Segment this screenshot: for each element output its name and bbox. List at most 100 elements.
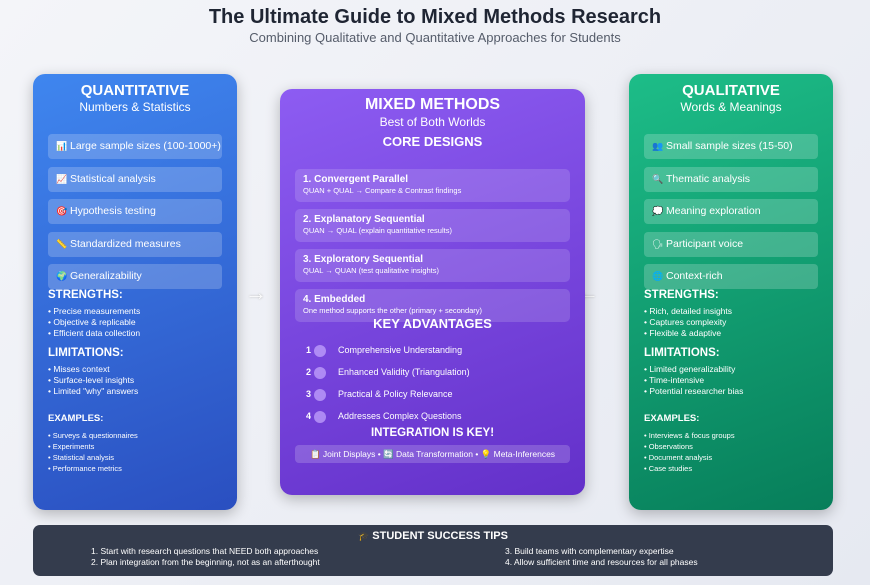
advantage-item: 4 Addresses Complex Questions — [306, 409, 462, 423]
feature-label: Statistical analysis — [70, 173, 156, 185]
limitation-item: • Time-intensive — [644, 375, 705, 385]
advantage-number: 4 — [306, 411, 312, 421]
mixed-subtitle: Best of Both Worlds — [379, 115, 486, 129]
limitation-item: • Surface-level insights — [48, 375, 135, 385]
tip-item: 1. Start with research questions that NE… — [91, 546, 319, 556]
strength-item: • Captures complexity — [644, 317, 727, 327]
key-advantages-heading: KEY ADVANTAGES — [373, 316, 492, 331]
integration-heading: INTEGRATION IS KEY! — [370, 427, 495, 439]
design-card: 1. Convergent Parallel QUAN + QUAL → Comp… — [295, 169, 570, 202]
example-item: • Statistical analysis — [48, 453, 114, 462]
strength-item: • Efficient data collection — [48, 328, 141, 338]
feature-label: Hypothesis testing — [70, 205, 156, 217]
qualitative-title: QUALITATIVE — [682, 82, 780, 99]
feature-icon: 💭 — [652, 206, 664, 216]
quantitative-feature-item: 🎯 Hypothesis testing — [48, 199, 222, 224]
quantitative-title: QUANTITATIVE — [80, 82, 190, 99]
qualitative-feature-item: 🌐 Context-rich — [644, 264, 818, 289]
feature-label: Generalizability — [70, 270, 142, 282]
example-item: • Document analysis — [644, 453, 713, 462]
quantitative-feature-item: 📏 Standardized measures — [48, 232, 222, 257]
feature-label: Participant voice — [666, 238, 744, 250]
circle-icon — [314, 344, 326, 357]
example-item: • Experiments — [48, 442, 95, 451]
example-item: • Performance metrics — [48, 464, 122, 473]
feature-label: Large sample sizes (100-1000+) — [70, 140, 221, 152]
strength-item: • Rich, detailed insights — [644, 306, 733, 316]
strength-item: • Objective & replicable — [48, 317, 136, 327]
advantage-label: Enhanced Validity (Triangulation) — [338, 367, 470, 377]
design-title: 2. Explanatory Sequential — [303, 214, 425, 225]
circle-icon — [314, 388, 326, 401]
examples-heading: EXAMPLES: — [644, 413, 700, 424]
limitation-item: • Limited "why" answers — [48, 386, 139, 396]
quantitative-feature-item: 📈 Statistical analysis — [48, 167, 222, 192]
feature-label: Meaning exploration — [666, 205, 761, 217]
advantage-number: 2 — [306, 367, 312, 377]
strengths-heading: STRENGTHS: — [644, 289, 719, 301]
feature-icon: 📊 — [56, 141, 68, 151]
circle-icon — [314, 410, 326, 423]
design-card: 2. Explanatory Sequential QUAN → QUAL (ex… — [295, 209, 570, 242]
feature-label: Context-rich — [666, 270, 723, 282]
example-item: • Case studies — [644, 464, 693, 473]
design-description: QUAL → QUAN (test qualitative insights) — [303, 266, 440, 275]
arrow-right-icon: → — [245, 280, 267, 305]
strength-item: • Precise measurements — [48, 306, 141, 316]
tip-item: 2. Plan integration from the beginning, … — [91, 557, 320, 567]
design-description: One method supports the other (primary +… — [303, 306, 483, 315]
qualitative-feature-item: 👥 Small sample sizes (15-50) — [644, 134, 818, 159]
tip-item: 4. Allow sufficient time and resources f… — [505, 557, 698, 567]
feature-icon: 📏 — [56, 239, 68, 249]
feature-label: Thematic analysis — [666, 173, 751, 185]
qualitative-card: QUALITATIVE Words & Meanings 👥 Small sample… — [629, 74, 833, 510]
feature-label: Small sample sizes (15-50) — [666, 140, 793, 152]
quantitative-subtitle: Numbers & Statistics — [79, 100, 191, 114]
feature-icon: 👥 — [652, 141, 664, 151]
limitation-item: • Misses context — [48, 364, 110, 374]
example-item: • Surveys & questionnaires — [48, 431, 138, 440]
feature-icon: 🌍 — [56, 271, 68, 281]
limitations-heading: LIMITATIONS: — [644, 347, 720, 359]
mixed-title: MIXED METHODS — [364, 96, 501, 113]
design-description: QUAN + QUAL → Compare & Contrast finding… — [303, 186, 462, 195]
advantage-label: Practical & Policy Relevance — [338, 389, 453, 399]
strength-item: • Flexible & adaptive — [644, 328, 722, 338]
advantage-label: Addresses Complex Questions — [338, 411, 462, 421]
limitation-item: • Limited generalizability — [644, 364, 736, 374]
feature-label: Standardized measures — [70, 238, 181, 250]
limitation-item: • Potential researcher bias — [644, 386, 744, 396]
student-tips-panel: 🎓 STUDENT SUCCESS TIPS 1. Start with res… — [33, 525, 833, 576]
page-title: The Ultimate Guide to Mixed Methods Rese… — [208, 6, 662, 28]
advantage-item: 3 Practical & Policy Relevance — [306, 387, 453, 401]
advantage-item: 2 Enhanced Validity (Triangulation) — [306, 365, 470, 379]
design-title: 4. Embedded — [303, 294, 366, 305]
examples-heading: EXAMPLES: — [48, 413, 104, 424]
quantitative-card: QUANTITATIVE Numbers & Statistics 📊 Large s… — [33, 74, 237, 510]
integration-bar: 📋 Joint Displays • 🔄 Data Transformation… — [295, 445, 570, 463]
feature-icon: 🎯 — [56, 206, 68, 216]
advantage-number: 3 — [306, 389, 312, 399]
advantage-number: 1 — [306, 345, 312, 355]
example-item: • Interviews & focus groups — [644, 431, 735, 440]
feature-icon: 📈 — [56, 174, 68, 184]
example-item: • Observations — [644, 442, 693, 451]
quantitative-feature-item: 🌍 Generalizability — [48, 264, 222, 289]
quantitative-feature-item: 📊 Large sample sizes (100-1000+) — [48, 134, 222, 159]
page-subtitle: Combining Qualitative and Quantitative A… — [249, 30, 621, 45]
tips-title: STUDENT SUCCESS TIPS — [372, 530, 508, 542]
design-description: QUAN → QUAL (explain quantitative result… — [303, 226, 452, 235]
design-title: 3. Exploratory Sequential — [303, 254, 424, 265]
feature-icon: 🔍 — [652, 174, 664, 184]
graduation-cap-icon: 🎓 — [358, 531, 370, 541]
feature-icon: 🗣 — [652, 239, 664, 249]
strengths-heading: STRENGTHS: — [48, 289, 123, 301]
core-designs-heading: CORE DESIGNS — [382, 134, 483, 149]
design-card: 4. Embedded One method supports the other… — [295, 289, 570, 322]
qualitative-subtitle: Words & Meanings — [680, 100, 782, 114]
advantage-label: Comprehensive Understanding — [338, 345, 463, 355]
circle-icon — [314, 366, 326, 379]
feature-icon: 🌐 — [652, 271, 664, 281]
qualitative-feature-item: 🗣 Participant voice — [644, 232, 818, 257]
qualitative-feature-item: 💭 Meaning exploration — [644, 199, 818, 224]
